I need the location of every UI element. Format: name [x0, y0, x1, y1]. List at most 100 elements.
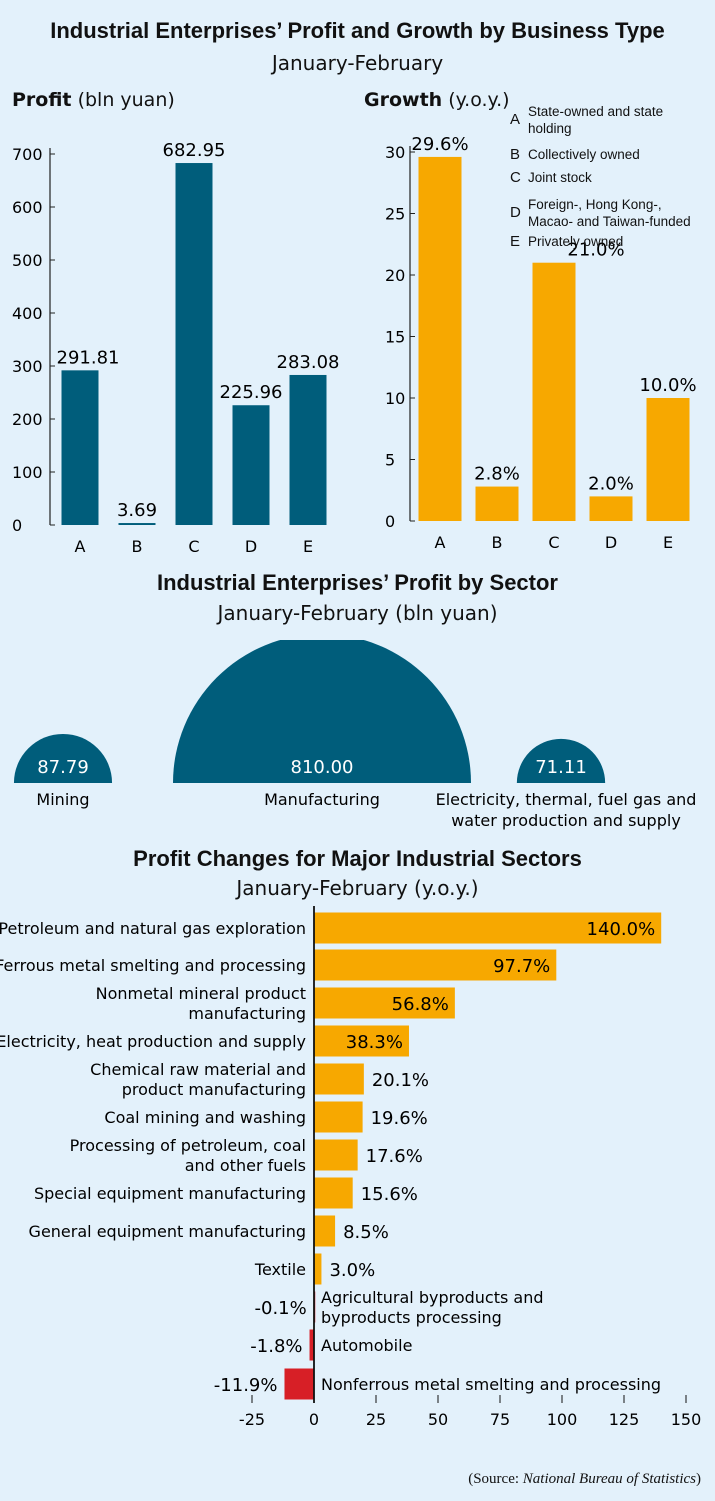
growth-bar: [646, 398, 690, 521]
changes-x-tick-label: 0: [309, 1410, 319, 1429]
change-bar: [284, 1368, 314, 1400]
change-category-label: Petroleum and natural gas exploration: [0, 919, 306, 938]
growth-y-tick-label: 15: [385, 328, 405, 347]
change-value-label: 3.0%: [329, 1260, 375, 1281]
change-bar: [314, 912, 662, 944]
legend-text: Collectively owned: [528, 147, 640, 162]
changes-x-tick-label: 50: [428, 1410, 448, 1429]
growth-x-tick-label: A: [435, 533, 446, 552]
sector-subtitle: January-February (bln yuan): [217, 601, 498, 625]
changes-bar-chart: 140.0% Petroleum and natural gas explorat…: [0, 906, 702, 1429]
change-category-label: Textile: [254, 1260, 306, 1279]
profit-bar: [175, 163, 213, 525]
change-category-label: manufacturing: [188, 1004, 306, 1023]
change-bar: [314, 987, 455, 1019]
change-category-label: Coal mining and washing: [104, 1108, 306, 1127]
change-category-label: product manufacturing: [122, 1080, 306, 1099]
growth-bar: [418, 156, 462, 522]
profit-x-tick-label: C: [188, 537, 199, 556]
sector-category-label: water production and supply: [451, 811, 681, 830]
growth-y-tick-label: 0: [385, 512, 395, 531]
profit-y-tick-label: 0: [12, 516, 22, 535]
sector-semicircle: [13, 733, 113, 783]
profit-x-tick-label: A: [75, 537, 86, 556]
legend-item: D Foreign-, Hong Kong-, Macao- and Taiwan-…: [510, 197, 715, 231]
change-bar: [314, 1063, 364, 1095]
growth-x-tick-label: D: [605, 533, 617, 552]
profit-value-label: 3.69: [117, 500, 157, 521]
profit-value-label: 291.81: [57, 347, 120, 368]
changes-x-tick-label: 150: [671, 1410, 702, 1429]
change-value-label: 17.6%: [366, 1146, 423, 1167]
change-category-label: Processing of petroleum, coal: [70, 1136, 306, 1155]
profit-x-tick-label: D: [245, 537, 257, 556]
growth-value-label: 2.8%: [474, 464, 520, 485]
changes-x-tick-label: 25: [366, 1410, 386, 1429]
growth-bar: [589, 496, 633, 521]
change-bar: [314, 1025, 409, 1057]
change-category-label: Automobile: [321, 1336, 412, 1355]
sector-category-label: Electricity, thermal, fuel gas and: [436, 790, 697, 809]
change-value-label: 56.8%: [392, 994, 449, 1015]
growth-y-tick-label: 10: [385, 389, 405, 408]
growth-label-unit: (y.o.y.): [448, 89, 510, 111]
profit-y-tick-label: 300: [12, 357, 43, 376]
legend-text: Macao- and Taiwan-funded: [528, 214, 691, 229]
profit-y-tick-label: 200: [12, 410, 43, 429]
growth-x-tick-label: B: [492, 533, 503, 552]
growth-chart-label: Growth (y.o.y.): [364, 89, 510, 111]
changes-x-tick-label: 125: [609, 1410, 640, 1429]
profit-x-tick-label: E: [303, 537, 313, 556]
legend-item: C Joint stock: [510, 170, 715, 187]
profit-y-tick-label: 700: [12, 145, 43, 164]
change-category-label: Ferrous metal smelting and processing: [0, 956, 306, 975]
sector-semicircle: [173, 640, 471, 783]
profit-bar: [289, 374, 327, 525]
change-value-label: -1.8%: [250, 1336, 302, 1357]
legend-letter: A: [510, 111, 521, 128]
change-bar: [314, 1253, 322, 1285]
main-subtitle: January-February: [271, 51, 444, 75]
growth-label-bold: Growth: [364, 89, 443, 111]
growth-y-tick-label: 20: [385, 266, 405, 285]
profit-y-tick-label: 400: [12, 304, 43, 323]
change-category-label: Nonferrous metal smelting and processing: [321, 1375, 661, 1394]
source-suffix: ): [696, 1471, 701, 1487]
change-category-label: byproducts processing: [321, 1308, 502, 1327]
change-bar: [314, 1101, 363, 1133]
growth-bar-chart: 0 5 10 15 20 25 30 29.6% A 2.8% B 21.0% C 2.0% D 10.0% E: [385, 134, 697, 552]
legend-text: holding: [528, 121, 572, 136]
legend-item: E Privately owned: [510, 234, 715, 251]
sector-semicircle: [516, 738, 606, 783]
change-category-label: Nonmetal mineral product: [96, 984, 306, 1003]
change-value-label: 38.3%: [346, 1032, 403, 1053]
profit-y-tick-label: 600: [12, 198, 43, 217]
legend-text: State-owned and state: [528, 104, 664, 119]
legend-letter: B: [510, 146, 521, 163]
change-value-label: -0.1%: [255, 1298, 307, 1319]
sector-title: Industrial Enterprises’ Profit by Sector: [157, 570, 558, 595]
growth-y-tick-label: 30: [385, 143, 405, 162]
change-value-label: 97.7%: [493, 956, 550, 977]
change-category-label: General equipment manufacturing: [29, 1222, 306, 1241]
growth-x-tick-label: E: [663, 533, 673, 552]
change-bar: [314, 1139, 358, 1171]
profit-bar: [232, 405, 270, 525]
profit-bar: [118, 523, 156, 525]
change-bar: [309, 1329, 314, 1361]
legend-letter: E: [510, 233, 521, 250]
change-category-label: Special equipment manufacturing: [34, 1184, 306, 1203]
changes-x-tick-label: 100: [547, 1410, 578, 1429]
sector-value-label: 71.11: [535, 757, 587, 778]
change-value-label: 15.6%: [361, 1184, 418, 1205]
legend-text: Joint stock: [528, 170, 592, 185]
growth-x-tick-label: C: [548, 533, 559, 552]
main-title: Industrial Enterprises’ Profit and Growt…: [50, 18, 665, 43]
change-value-label: 19.6%: [371, 1108, 428, 1129]
change-value-label: -11.9%: [214, 1375, 278, 1396]
profit-y-tick-label: 500: [12, 251, 43, 270]
growth-y-tick-label: 5: [385, 451, 395, 470]
sector-semicircle-chart: 87.79 Mining 810.00 Manufacturing 71.11 Elect…: [13, 640, 697, 830]
change-category-label: and other fuels: [185, 1156, 306, 1175]
